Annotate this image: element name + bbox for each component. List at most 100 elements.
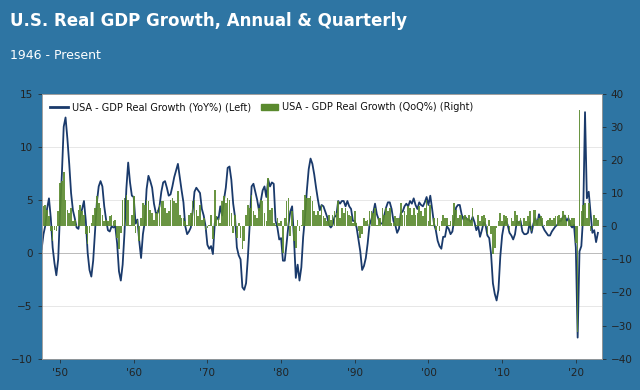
Bar <box>269 210 271 226</box>
Bar <box>72 221 74 226</box>
Bar <box>273 223 275 226</box>
Bar <box>527 216 529 226</box>
Bar <box>153 220 155 226</box>
Bar <box>545 221 547 226</box>
Bar <box>109 216 111 226</box>
Bar <box>518 221 520 226</box>
Bar <box>465 215 466 226</box>
Bar <box>413 208 415 226</box>
Bar <box>212 226 214 239</box>
Bar <box>304 195 306 226</box>
Bar <box>70 208 72 226</box>
Bar <box>116 226 118 238</box>
Bar <box>299 226 300 231</box>
Bar <box>161 201 162 226</box>
Bar <box>547 220 549 226</box>
Bar <box>522 225 523 226</box>
Bar <box>408 206 409 226</box>
Bar <box>100 208 101 226</box>
Bar <box>289 226 291 236</box>
Bar <box>194 200 195 226</box>
Bar <box>396 218 398 226</box>
Bar <box>463 216 464 226</box>
Bar <box>531 226 532 231</box>
Bar <box>496 226 497 228</box>
Bar <box>406 215 407 226</box>
Bar <box>442 215 444 226</box>
Bar <box>568 215 569 226</box>
Bar <box>376 225 378 226</box>
Bar <box>166 213 168 226</box>
Bar <box>564 215 566 226</box>
Bar <box>505 216 507 226</box>
Bar <box>67 210 68 226</box>
Bar <box>450 221 451 226</box>
Bar <box>264 213 266 226</box>
Bar <box>328 215 330 226</box>
Bar <box>472 208 474 226</box>
Bar <box>220 223 221 226</box>
Bar <box>477 215 479 226</box>
Bar <box>467 218 468 226</box>
Bar <box>321 205 323 226</box>
Bar <box>291 211 293 226</box>
Bar <box>184 221 186 226</box>
Bar <box>347 211 348 226</box>
Bar <box>168 211 170 226</box>
Bar <box>424 208 426 226</box>
Bar <box>133 197 134 226</box>
Bar <box>440 221 442 226</box>
Bar <box>360 226 361 238</box>
Bar <box>120 226 122 233</box>
Bar <box>255 215 256 226</box>
Bar <box>68 213 70 226</box>
Bar <box>444 218 446 226</box>
Bar <box>486 226 488 234</box>
Bar <box>330 220 332 226</box>
Bar <box>520 218 522 226</box>
Bar <box>367 220 369 226</box>
Bar <box>369 211 371 226</box>
Bar <box>452 215 453 226</box>
Bar <box>457 218 459 226</box>
Bar <box>46 210 48 226</box>
Bar <box>524 218 525 226</box>
Bar <box>415 215 417 226</box>
Bar <box>488 220 490 226</box>
Bar <box>282 226 284 253</box>
Bar <box>256 218 258 226</box>
Bar <box>218 218 220 226</box>
Bar <box>538 218 540 226</box>
Bar <box>127 200 129 226</box>
Bar <box>102 215 103 226</box>
Bar <box>597 220 599 226</box>
Bar <box>105 220 107 226</box>
Bar <box>89 226 90 233</box>
Bar <box>188 215 190 226</box>
Bar <box>459 215 461 226</box>
Bar <box>448 225 449 226</box>
Bar <box>37 216 39 226</box>
Bar <box>56 226 57 231</box>
Bar <box>374 208 376 226</box>
Text: 1946 - Present: 1946 - Present <box>10 49 100 62</box>
Bar <box>293 226 295 241</box>
Bar <box>572 218 573 226</box>
Bar <box>276 218 278 226</box>
Bar <box>207 226 208 228</box>
Bar <box>332 215 333 226</box>
Bar <box>236 226 237 238</box>
Legend: USA - GDP Real Growth (YoY%) (Left), USA - GDP Real Growth (QoQ%) (Right): USA - GDP Real Growth (YoY%) (Left), USA… <box>47 98 477 116</box>
Bar <box>301 225 302 226</box>
Bar <box>433 218 435 226</box>
Bar <box>389 208 390 226</box>
Bar <box>96 197 98 226</box>
Bar <box>362 226 363 234</box>
Bar <box>492 226 493 254</box>
Bar <box>284 218 285 226</box>
Bar <box>474 225 476 226</box>
Bar <box>155 213 157 226</box>
Bar <box>516 215 518 226</box>
Bar <box>223 197 225 226</box>
Bar <box>241 226 243 250</box>
